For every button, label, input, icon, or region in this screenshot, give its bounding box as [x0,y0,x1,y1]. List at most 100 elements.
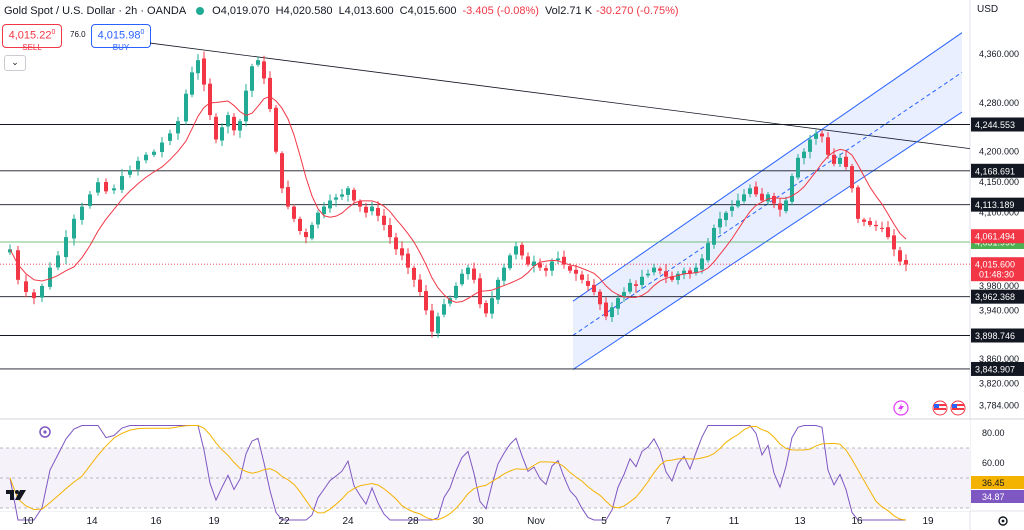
candle-body[interactable] [72,218,76,239]
candle-body[interactable] [520,244,524,256]
us-flag-event-icon[interactable] [932,400,948,416]
candle-body[interactable] [838,157,842,164]
candle-body[interactable] [328,200,332,209]
candle-body[interactable] [442,304,446,315]
currency-label[interactable]: USD [977,4,999,15]
candle-body[interactable] [634,284,638,286]
candle-body[interactable] [274,107,278,152]
candle-body[interactable] [8,249,12,253]
candle-body[interactable] [292,206,296,219]
candle-body[interactable] [856,187,860,219]
candle-body[interactable] [346,188,350,195]
candle-body[interactable] [304,231,308,238]
candle-body[interactable] [454,285,458,299]
candle-body[interactable] [898,250,902,262]
candle-body[interactable] [676,273,680,280]
indicator-settings-icon[interactable] [39,426,51,438]
price-pane[interactable] [0,32,971,370]
candle-body[interactable] [96,182,100,193]
candle-body[interactable] [772,196,776,204]
candle-body[interactable] [496,279,500,300]
candle-body[interactable] [298,218,302,232]
candle-body[interactable] [208,83,212,116]
candle-body[interactable] [814,133,818,139]
candle-body[interactable] [256,60,260,65]
candle-body[interactable] [56,255,60,268]
candle-body[interactable] [120,176,124,190]
candle-body[interactable] [598,291,602,305]
candle-body[interactable] [736,200,740,207]
candle-body[interactable] [160,142,164,153]
candle-body[interactable] [724,212,728,221]
candle-body[interactable] [670,276,674,280]
candle-body[interactable] [352,189,356,201]
candle-body[interactable] [562,256,566,265]
candle-body[interactable] [796,157,800,178]
candle-body[interactable] [364,206,368,213]
collapse-legend-button[interactable]: ⌄ [4,55,26,71]
candle-body[interactable] [580,274,584,280]
candle-body[interactable] [526,256,530,265]
candle-body[interactable] [334,197,338,200]
candle-body[interactable] [652,267,656,273]
candle-body[interactable] [322,206,326,215]
candle-body[interactable] [394,237,398,250]
candle-body[interactable] [532,261,536,266]
rsi-ma-line[interactable] [9,425,907,521]
candle-body[interactable] [820,133,824,137]
candle-body[interactable] [460,273,464,285]
candle-body[interactable] [706,243,710,261]
candle-body[interactable] [40,285,44,298]
candle-body[interactable] [152,151,156,155]
candle-body[interactable] [892,235,896,250]
candle-body[interactable] [550,261,554,271]
candle-body[interactable] [376,207,380,216]
candle-body[interactable] [544,268,548,271]
candle-body[interactable] [586,281,590,286]
candle-body[interactable] [430,310,434,332]
candle-body[interactable] [682,270,686,275]
candle-body[interactable] [490,298,494,314]
candle-body[interactable] [280,153,284,189]
candle-body[interactable] [850,166,854,189]
channel-lower-line[interactable] [572,111,963,370]
candle-body[interactable] [400,248,404,256]
candle-body[interactable] [358,201,362,207]
candle-body[interactable] [144,154,148,161]
candle-body[interactable] [32,292,36,299]
candle-body[interactable] [718,218,722,228]
candle-body[interactable] [104,182,108,192]
candle-body[interactable] [766,194,770,202]
candle-body[interactable] [232,116,236,131]
candle-body[interactable] [748,188,752,194]
us-flag-event-icon-2[interactable] [950,400,966,416]
candle-body[interactable] [214,116,218,140]
price-axis[interactable]: 4,244.5534,168.6914,113.1894,051.9963,96… [971,49,1024,503]
candle-body[interactable] [592,284,596,293]
candle-body[interactable] [886,227,890,238]
candle-body[interactable] [700,258,704,270]
candle-body[interactable] [754,186,758,195]
candle-body[interactable] [382,215,386,225]
candle-body[interactable] [646,273,650,276]
candle-body[interactable] [448,298,452,304]
candle-body[interactable] [868,221,872,225]
candle-body[interactable] [24,281,28,293]
candle-body[interactable] [514,246,518,255]
candle-body[interactable] [862,219,866,222]
candle-body[interactable] [628,282,632,292]
candle-body[interactable] [184,93,188,122]
candle-body[interactable] [112,188,116,191]
candle-body[interactable] [508,255,512,269]
candle-body[interactable] [616,298,620,309]
candle-body[interactable] [688,270,692,274]
candle-body[interactable] [418,279,422,293]
buy-button[interactable]: 4,015.980 BUY [91,24,151,52]
sell-button[interactable]: 4,015.220 SELL [2,24,62,52]
candle-body[interactable] [760,193,764,201]
candle-body[interactable] [80,206,84,220]
candle-body[interactable] [436,316,440,334]
candle-body[interactable] [904,260,908,265]
candle-body[interactable] [484,303,488,314]
